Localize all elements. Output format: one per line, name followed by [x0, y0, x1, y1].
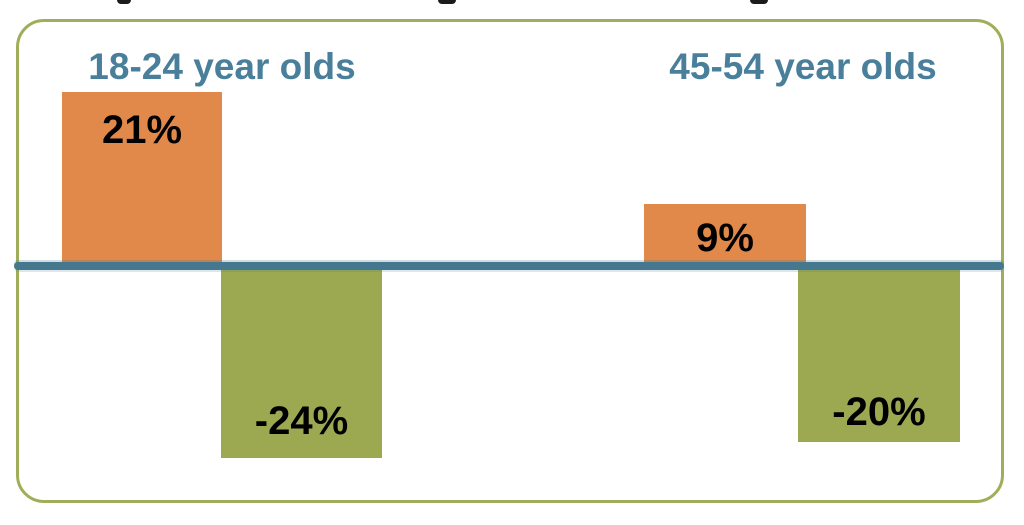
- value-label-45-54-negative: -20%: [832, 390, 926, 434]
- bar-18-24-positive: [62, 92, 222, 262]
- value-label-18-24-positive: 21%: [101, 108, 183, 152]
- bar-18-24-negative: [221, 270, 382, 458]
- group-label-18-24: 18-24 year olds: [88, 46, 356, 87]
- clipped-title-descender-icon: [438, 0, 456, 4]
- zero-axis-line: [14, 262, 1004, 270]
- group-label-45-54: 45-54 year olds: [669, 46, 937, 87]
- clipped-title-descender-icon: [750, 0, 768, 4]
- clipped-title-descender-icon: [117, 0, 131, 4]
- bar-45-54-negative: [798, 270, 960, 442]
- bar-45-54-positive: [644, 204, 806, 262]
- value-label-18-24-negative: -24%: [254, 399, 349, 443]
- value-label-45-54-positive: 9%: [696, 216, 754, 260]
